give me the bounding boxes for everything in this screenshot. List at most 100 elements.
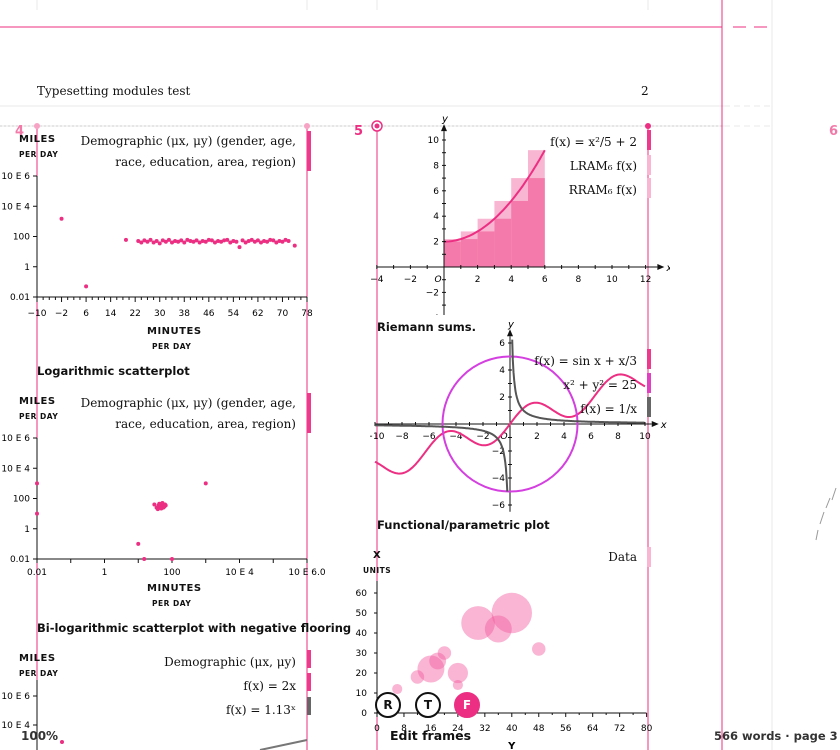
fig4-xtick-label: 12 bbox=[640, 275, 651, 285]
zoom-level[interactable]: 100% bbox=[21, 729, 59, 743]
fig2-xlabel: MINUTES bbox=[147, 583, 202, 594]
fig1-point bbox=[277, 239, 282, 244]
fig2-ytick-label: 10 E 4 bbox=[1, 464, 30, 474]
fig6-ylabel: X bbox=[373, 550, 382, 561]
fig6-bubble bbox=[532, 642, 546, 656]
fig6-xtick-label: 80 bbox=[641, 724, 653, 734]
fig4-x-arrow bbox=[657, 264, 665, 270]
fig6-xtick-label: 56 bbox=[560, 724, 572, 734]
fig5-xtick-label: −6 bbox=[422, 432, 436, 442]
fig1-point bbox=[286, 239, 291, 244]
fig3-ytick-label: 10 E 4 bbox=[1, 721, 30, 731]
fig5-xtick-label: −4 bbox=[449, 432, 463, 442]
fig1-point bbox=[209, 238, 214, 243]
fig1-xlabel-sub: PER DAY bbox=[152, 342, 192, 351]
fig4-marker-1 bbox=[647, 130, 651, 150]
fig1-point bbox=[145, 239, 150, 244]
fig1-point bbox=[182, 240, 187, 245]
fig4-lram-bar bbox=[494, 218, 512, 267]
fig5-xtick-label: −2 bbox=[476, 432, 489, 442]
fig2-point bbox=[136, 541, 141, 546]
fig2-xtick-label: 100 bbox=[163, 568, 180, 578]
fig1-point bbox=[240, 238, 245, 243]
fig1-legend-line1: Demographic (μx, μy) (gender, age, bbox=[80, 134, 296, 148]
mode-r-button[interactable]: R bbox=[375, 692, 401, 718]
fig1-point bbox=[163, 239, 168, 244]
fig1-point bbox=[219, 239, 224, 244]
fig5-ytick-label: 2 bbox=[499, 393, 505, 403]
fig5-xtick-label: 6 bbox=[588, 432, 594, 442]
fig1-point bbox=[243, 240, 248, 245]
page-marker-left: 4 bbox=[15, 124, 25, 139]
fig2-point bbox=[170, 557, 174, 561]
fig4-x-axis-label: x bbox=[665, 263, 670, 274]
fig4-xtick-label: 6 bbox=[542, 275, 548, 285]
fig6-bubble bbox=[447, 662, 468, 684]
fig1-point bbox=[252, 239, 257, 244]
fig5-ytick-label: −6 bbox=[492, 501, 506, 511]
fig2-ytick-label: 100 bbox=[13, 495, 30, 505]
fig6-bubble bbox=[491, 592, 533, 634]
mode-t-button[interactable]: T bbox=[415, 692, 441, 718]
fig6-ytick-label: 10 bbox=[356, 689, 368, 699]
fig2-legend-line2: race, education, area, region) bbox=[115, 417, 296, 431]
fig1-point bbox=[179, 238, 184, 243]
fig6-bubble bbox=[452, 679, 463, 691]
fig1-xtick-label: 46 bbox=[203, 309, 215, 319]
fig4-lram-bar bbox=[511, 200, 528, 267]
mode-f-button[interactable]: F bbox=[454, 692, 480, 718]
fig6-xtick-label: 0 bbox=[374, 724, 380, 734]
fig1-point bbox=[123, 237, 128, 242]
fig6-ytick-label: 20 bbox=[356, 669, 368, 679]
fig4-ytick-label: 2 bbox=[433, 238, 439, 248]
fig6-plot: 60 50 40 30 20 10 00 8 16 24 32 40 48 56 64 72 80 Y bbox=[356, 581, 653, 750]
fig5-legend-line3: f(x) = 1/x bbox=[580, 402, 637, 416]
fig5-reciprocal-curve-neg bbox=[374, 424, 509, 492]
fig3-marker-2 bbox=[307, 673, 311, 691]
fig2-ylabel-sub: PER DAY bbox=[19, 412, 59, 421]
fig4-legend-line3: RRAM₆ f(x) bbox=[568, 183, 637, 197]
fig2-xtick-label: 10 E 6.0 bbox=[288, 568, 325, 578]
fig4-marker-3 bbox=[647, 178, 651, 198]
fig6-bubble bbox=[429, 652, 447, 670]
fig5-legend-line1: f(x) = sin x + x/3 bbox=[534, 354, 637, 368]
fig1-point bbox=[160, 238, 165, 243]
fig1-point bbox=[262, 239, 267, 244]
fig4-legend-line1: f(x) = x²/5 + 2 bbox=[550, 135, 637, 149]
fig1-xtick-label: 70 bbox=[277, 309, 289, 319]
fig3-legend-line2: f(x) = 2x bbox=[243, 679, 296, 693]
fig4-y-arrow bbox=[441, 124, 447, 132]
fig5-plot: x y −10 −8 −6 −4 −2 O 2 4 6 8 10 6 4 2 −2 −4 −6 bbox=[370, 319, 667, 512]
edit-frames-button[interactable]: Edit frames bbox=[390, 728, 472, 743]
fig5-sin-curve bbox=[374, 373, 646, 475]
fig1-point bbox=[170, 240, 174, 245]
header-page-number: 2 bbox=[641, 84, 649, 98]
fig3-legend: Demographic (μx, μy) f(x) = 2x f(x) = 1.… bbox=[96, 650, 296, 722]
fig1-xtick-label: 38 bbox=[179, 309, 191, 319]
fig1-point bbox=[274, 240, 279, 245]
fig6-marker bbox=[647, 547, 651, 567]
fig6-xtick-label: 16 bbox=[425, 724, 437, 734]
fig1-point bbox=[185, 237, 190, 242]
fig1-point bbox=[154, 239, 159, 244]
fig6-bubble bbox=[392, 683, 403, 695]
fig6-ytick-label: 40 bbox=[356, 629, 368, 639]
fig4-curve bbox=[444, 149, 546, 243]
fig1-point bbox=[173, 239, 178, 244]
fig1-ytick-label: 10 E 6 bbox=[1, 172, 30, 182]
fig2-point bbox=[162, 502, 167, 507]
page-marker-right: 6 bbox=[829, 124, 839, 139]
fig4-ytick-label: −2 bbox=[426, 288, 439, 298]
fig1-xtick-label: 78 bbox=[301, 309, 313, 319]
fig2-point bbox=[35, 511, 39, 516]
fig5-ytick-label: 6 bbox=[499, 339, 505, 349]
fig5-legend: f(x) = sin x + x/3 x² + y² = 25 f(x) = 1… bbox=[520, 349, 637, 421]
fig1-point bbox=[225, 237, 230, 242]
fig1-point bbox=[148, 237, 153, 242]
fig1-point bbox=[59, 216, 64, 221]
fig5-xtick-label: 10 bbox=[639, 432, 651, 442]
fig2-legend: Demographic (μx, μy) (gender, age, race,… bbox=[56, 393, 296, 435]
fig2-point bbox=[203, 481, 208, 486]
fig4-lram-bar bbox=[444, 241, 461, 267]
fig1-point bbox=[228, 240, 233, 245]
